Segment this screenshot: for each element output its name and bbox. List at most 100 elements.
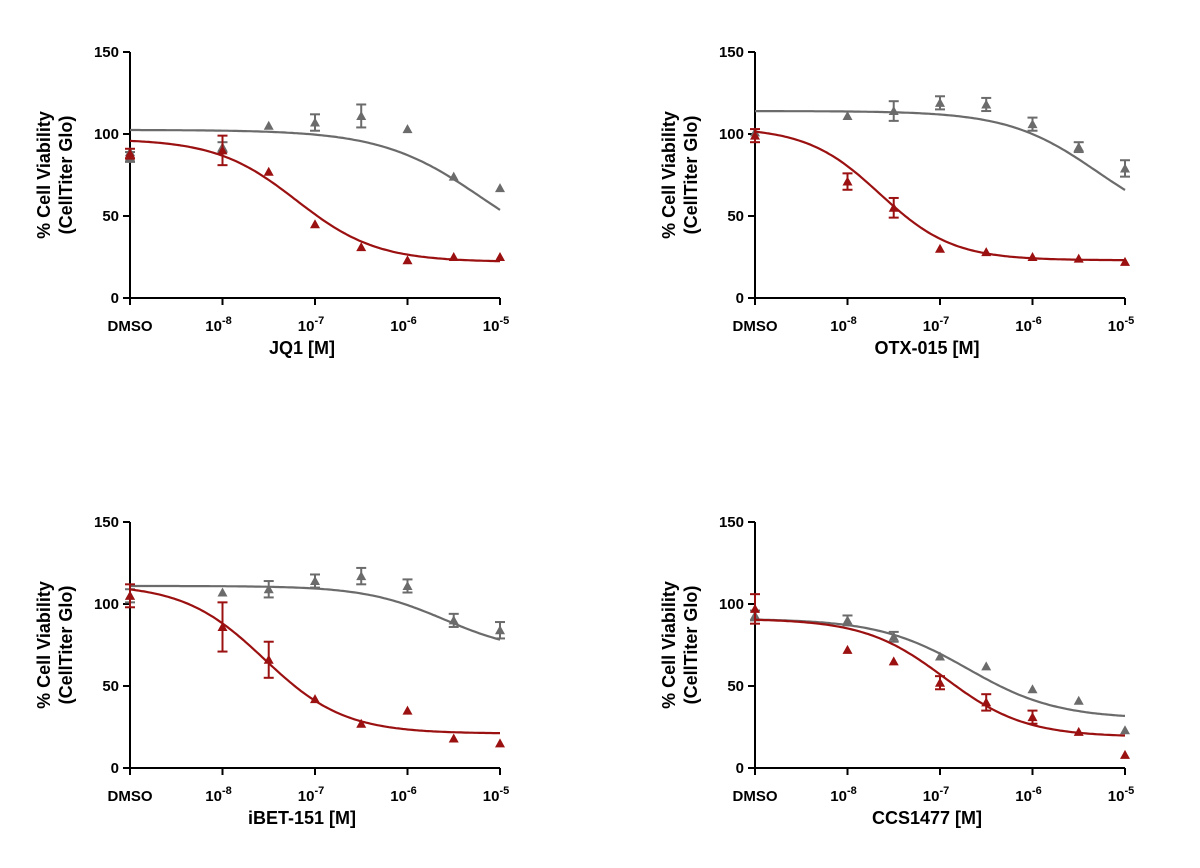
y-tick-label: 50 — [102, 678, 119, 695]
data-point-red — [981, 247, 992, 257]
fit-curve-gray — [755, 618, 1126, 717]
chart-panel-3: 0 50 100 150 DMSO 10-8 10-7 10-6 10-5 iBET-151 [M… — [34, 514, 509, 828]
x-tick-label: DMSO — [733, 318, 778, 335]
y-axis-label: % Cell Viability — [34, 581, 54, 709]
chart-panel-2: 0 50 100 150 DMSO 10-8 10-7 10-6 10-5 OTX-015 [M]… — [659, 44, 1134, 358]
y-tick-label: 0 — [111, 290, 119, 307]
x-tick-label: 10-8 — [205, 315, 231, 335]
y-tick-label: 150 — [719, 514, 744, 531]
y-axis-label: (CellTiter Glo) — [56, 116, 76, 235]
fit-curve-gray — [130, 128, 501, 211]
data-point-red — [402, 255, 413, 265]
x-tick-label: DMSO — [108, 318, 153, 335]
y-tick-label: 0 — [736, 760, 744, 777]
y-axis-label: (CellTiter Glo) — [681, 586, 701, 705]
y-tick-label: 0 — [736, 290, 744, 307]
data-point-red — [356, 242, 367, 252]
y-axis-label: % Cell Viability — [659, 581, 679, 709]
data-point-red — [448, 252, 459, 261]
data-point-red — [750, 603, 760, 613]
data-point-red — [1073, 726, 1084, 736]
data-point-red — [981, 697, 992, 707]
data-point-gray — [842, 110, 853, 120]
x-axis-label: CCS1477 [M] — [872, 808, 982, 828]
chart-panel-1: 0 50 100 150 DMSO 10-8 10-7 10-6 10-5 JQ1 [M] % Ce… — [34, 44, 509, 358]
y-tick-label: 50 — [102, 208, 119, 225]
x-tick-label: 10-6 — [390, 785, 416, 805]
data-point-gray — [888, 106, 899, 116]
x-tick-label: DMSO — [108, 788, 153, 805]
data-point-gray — [1120, 725, 1130, 735]
y-axis-label: (CellTiter Glo) — [56, 586, 76, 705]
y-axis-label: % Cell Viability — [34, 111, 54, 239]
x-tick-label: 10-7 — [923, 315, 949, 335]
data-point-gray — [356, 571, 367, 581]
x-tick-label: 10-6 — [1015, 785, 1041, 805]
y-tick-label: 100 — [94, 596, 119, 613]
data-point-red — [935, 243, 945, 253]
fit-curve-gray — [755, 110, 1126, 191]
data-point-red — [263, 654, 274, 664]
x-tick-label: 10-6 — [390, 315, 416, 335]
x-tick-label: 10-7 — [298, 315, 324, 335]
y-tick-label: 50 — [727, 208, 744, 225]
x-tick-label: 10-6 — [1015, 315, 1041, 335]
data-point-red — [402, 705, 413, 715]
data-point-gray — [263, 584, 274, 594]
data-point-gray — [495, 625, 505, 635]
data-point-gray — [217, 587, 228, 597]
data-point-red — [1120, 256, 1130, 266]
data-point-gray — [935, 97, 945, 107]
data-point-red — [495, 738, 505, 748]
data-point-gray — [356, 110, 367, 120]
y-tick-label: 100 — [719, 596, 744, 613]
y-tick-label: 150 — [94, 514, 119, 531]
data-point-red — [125, 590, 135, 600]
data-point-gray — [842, 615, 853, 625]
data-point-gray — [1073, 695, 1084, 705]
y-tick-label: 150 — [94, 44, 119, 61]
y-axis-label: (CellTiter Glo) — [681, 116, 701, 235]
x-tick-label: 10-5 — [483, 315, 509, 335]
data-point-red — [842, 644, 853, 654]
fit-curve-gray — [130, 584, 501, 641]
data-point-red — [217, 145, 228, 155]
x-tick-label: DMSO — [733, 788, 778, 805]
y-tick-label: 0 — [111, 760, 119, 777]
data-point-red — [263, 166, 274, 176]
x-axis-label: JQ1 [M] — [269, 338, 335, 358]
data-point-gray — [495, 183, 505, 193]
x-axis-label: OTX-015 [M] — [874, 338, 979, 358]
data-point-red — [125, 148, 135, 158]
y-tick-label: 100 — [719, 126, 744, 143]
x-tick-label: 10-5 — [483, 785, 509, 805]
x-tick-label: 10-7 — [923, 785, 949, 805]
data-point-gray — [448, 615, 459, 625]
data-point-red — [1027, 252, 1038, 261]
data-point-gray — [935, 651, 945, 661]
data-point-red — [888, 202, 899, 212]
fit-curve-red — [129, 588, 500, 735]
data-point-gray — [1027, 684, 1038, 694]
data-point-red — [750, 130, 760, 140]
data-point-gray — [1027, 119, 1038, 129]
data-point-red — [888, 656, 899, 666]
x-tick-label: 10-8 — [830, 785, 856, 805]
fit-curve-red — [754, 618, 1125, 737]
x-axis-label: iBET-151 [M] — [248, 808, 356, 828]
data-point-gray — [888, 631, 899, 641]
data-point-red — [495, 252, 505, 261]
x-tick-label: 10-8 — [830, 315, 856, 335]
data-point-gray — [402, 580, 413, 590]
data-point-gray — [1073, 142, 1084, 152]
data-point-red — [448, 733, 459, 743]
data-point-gray — [1120, 163, 1130, 173]
data-point-red — [1073, 253, 1084, 263]
data-point-red — [1027, 712, 1038, 722]
fit-curve-red — [754, 130, 1125, 262]
data-point-red — [217, 621, 228, 631]
y-axis-label: % Cell Viability — [659, 111, 679, 239]
y-tick-label: 150 — [719, 44, 744, 61]
